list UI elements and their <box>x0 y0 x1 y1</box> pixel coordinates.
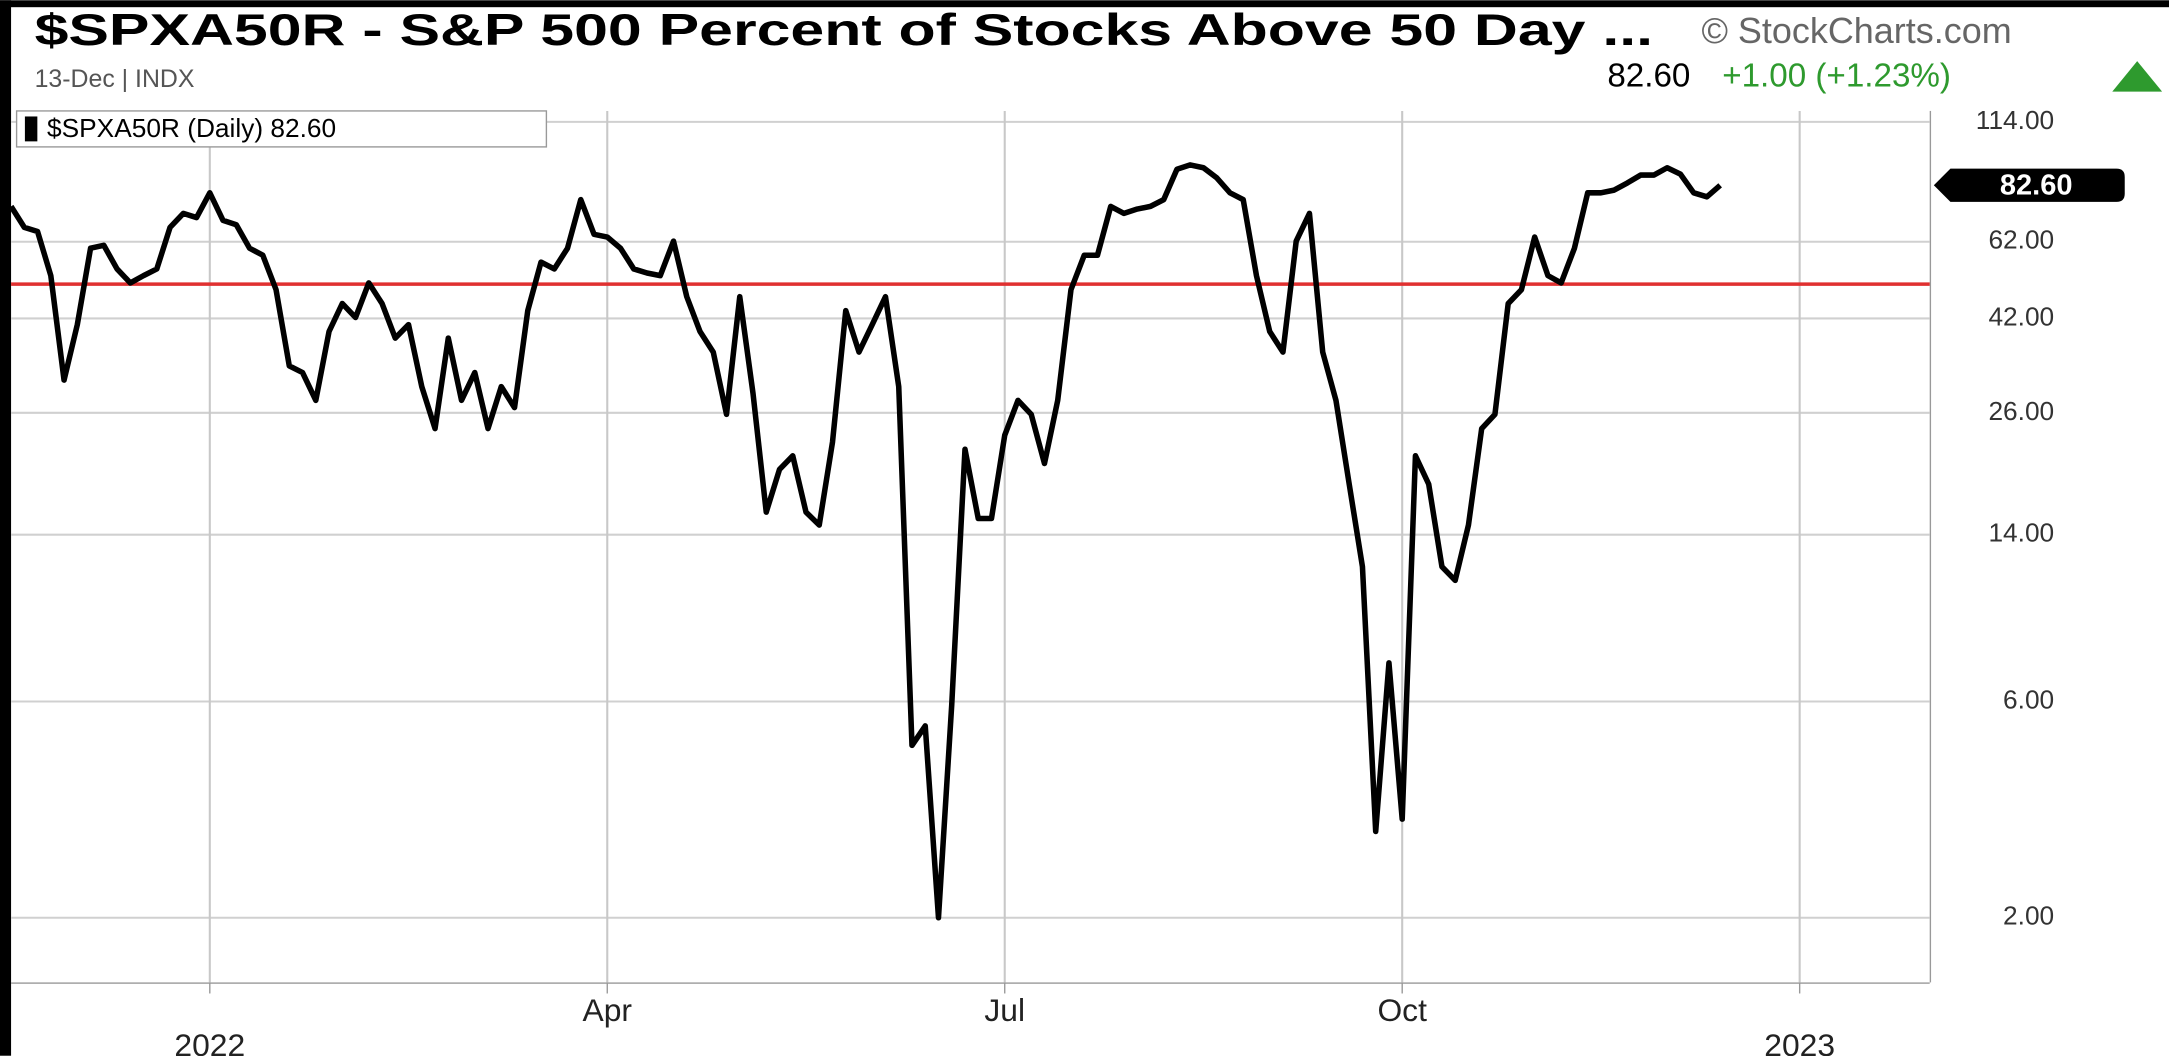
chart-title: $SPXA50R - S&P 500 Percent of Stocks Abo… <box>35 6 1653 55</box>
y-tick-label: 62.00 <box>1988 225 2054 255</box>
x-tick-label: Jul <box>984 992 1025 1028</box>
x-tick-label: Apr <box>583 992 633 1028</box>
y-tick-label: 42.00 <box>1988 301 2054 331</box>
value-tag-label: 82.60 <box>2000 169 2073 201</box>
plot <box>8 162 1930 921</box>
price-line <box>8 162 1722 921</box>
price: 82.60 <box>1607 58 1690 95</box>
bottom-border <box>11 982 1930 984</box>
right-border <box>1929 110 1932 983</box>
up-arrow <box>2112 61 2163 92</box>
source: © StockCharts.com <box>1701 10 2011 51</box>
value-tag <box>1933 168 2125 202</box>
left-edge <box>0 0 12 1056</box>
x-tick-label: 2022 <box>174 1027 245 1056</box>
subtitle: 13-Dec | INDX <box>35 65 195 93</box>
legend-label: $SPXA50R (Daily) 82.60 <box>47 113 336 143</box>
legend-swatch <box>24 116 38 142</box>
x-tick-label: 2023 <box>1764 1027 1835 1056</box>
change: +1.00 (+1.23%) <box>1722 58 1951 95</box>
y-tick-label: 2.00 <box>2003 901 2054 931</box>
y-tick-label: 14.00 <box>1988 518 2054 548</box>
y-tick-label: 114.00 <box>1976 105 2054 135</box>
top-edge <box>0 0 2169 8</box>
legend-box <box>15 110 548 148</box>
grid <box>11 110 1930 983</box>
y-tick-label: 6.00 <box>2003 684 2054 714</box>
y-tick-label: 26.00 <box>1988 396 2054 426</box>
x-tick-label: Oct <box>1377 992 1427 1028</box>
